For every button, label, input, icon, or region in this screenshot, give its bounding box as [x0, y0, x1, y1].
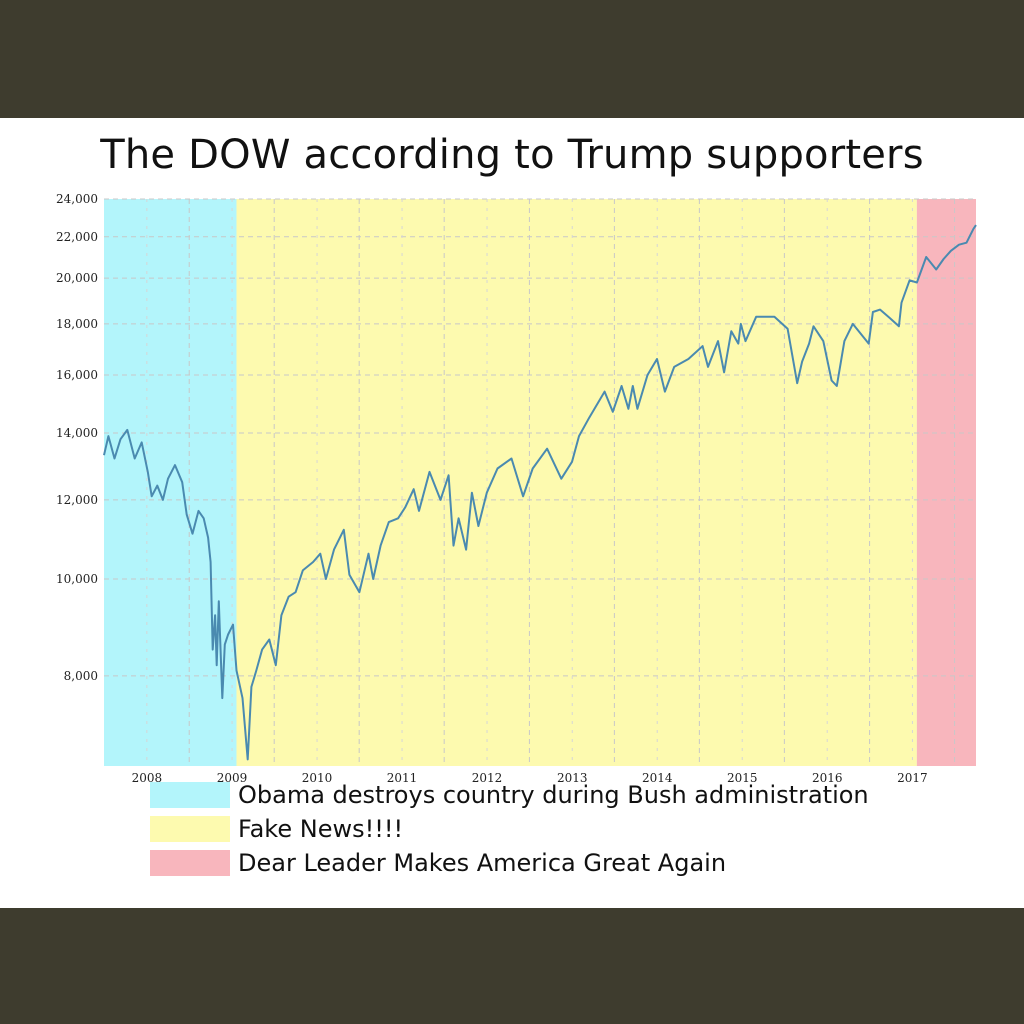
x-tick-label: 2014: [642, 771, 673, 785]
y-tick-label: 8,000: [64, 669, 98, 683]
legend-item-bush: Obama destroys country during Bush admin…: [150, 778, 869, 812]
x-tick-label: 2016: [812, 771, 843, 785]
legend-item-trump: Dear Leader Makes America Great Again: [150, 846, 869, 880]
y-tick-label: 14,000: [56, 426, 98, 440]
x-tick-label: 2017: [897, 771, 928, 785]
region-band-0: [104, 199, 237, 766]
chart-svg: 24,000 22,000 20,000 18,000 16,000 14,000 12,0…: [56, 192, 977, 785]
x-tick-label: 2012: [472, 771, 503, 785]
x-tick-label: 2010: [302, 771, 333, 785]
legend-swatch-obama: [150, 816, 230, 842]
chart-title: The DOW according to Trump supporters: [100, 132, 924, 178]
legend-label-trump: Dear Leader Makes America Great Again: [238, 849, 727, 877]
region-band-1: [236, 199, 917, 766]
y-tick-label: 18,000: [56, 317, 98, 331]
y-tick-label: 20,000: [56, 271, 98, 285]
y-tick-label: 22,000: [56, 230, 98, 244]
legend-label-bush: Obama destroys country during Bush admin…: [238, 781, 869, 809]
chart-card: The DOW according to Trump supporters 24…: [0, 118, 1024, 908]
x-tick-label: 2015: [727, 771, 758, 785]
legend-swatch-bush: [150, 782, 230, 808]
y-tick-label: 16,000: [56, 368, 98, 382]
legend-item-obama: Fake News!!!!: [150, 812, 869, 846]
region-band-2: [916, 199, 976, 766]
x-tick-label: 2011: [387, 771, 418, 785]
y-tick-label: 10,000: [56, 572, 98, 586]
y-tick-label: 24,000: [56, 192, 98, 206]
legend-label-obama: Fake News!!!!: [238, 815, 404, 843]
x-tick-label: 2009: [217, 771, 248, 785]
dow-series-line: [103, 224, 977, 761]
legend-swatch-trump: [150, 850, 230, 876]
x-tick-label: 2013: [557, 771, 588, 785]
x-tick-label: 2008: [132, 771, 163, 785]
y-tick-label: 12,000: [56, 493, 98, 507]
legend: Obama destroys country during Bush admin…: [150, 778, 869, 880]
